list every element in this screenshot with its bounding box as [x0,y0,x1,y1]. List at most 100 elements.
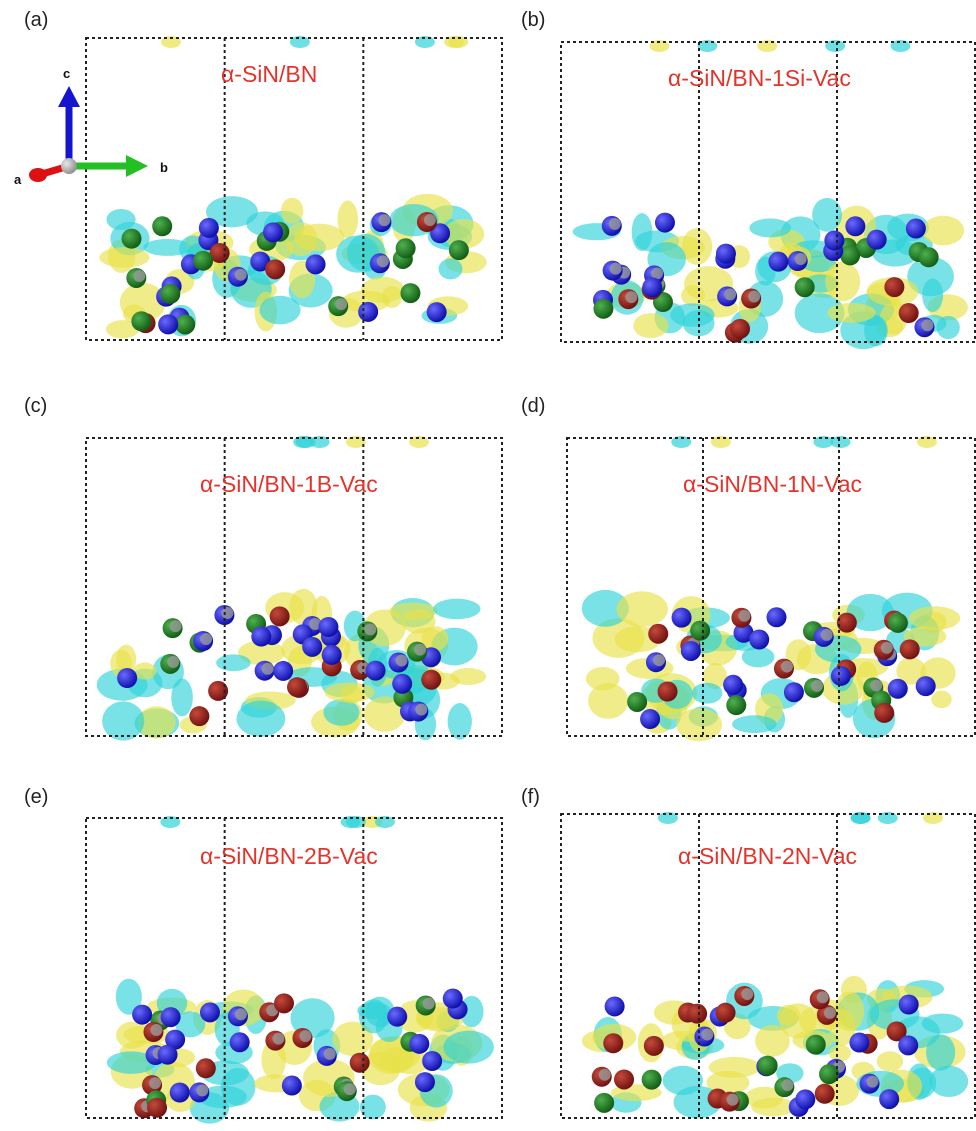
atom [273,660,294,681]
atom-highlight [169,620,182,633]
cell-box [85,817,503,1119]
atom-highlight [794,253,807,266]
panel-label: (f) [521,786,540,808]
atom-highlight [234,1008,247,1021]
atom-highlight [149,1077,162,1090]
atom [733,622,754,643]
atom [641,1069,662,1090]
panel-title: α-SiN/BN-1B-Vac [200,471,378,497]
atom [263,222,284,243]
density-blob [216,654,251,672]
atom [265,259,286,280]
density-blob [931,690,952,709]
atom-highlight [309,617,322,630]
atom [198,217,219,238]
cell-box [85,437,503,737]
atom [414,1072,435,1093]
density-blob [280,197,304,224]
atom [448,240,469,261]
atom [409,1033,430,1054]
atom [768,251,789,272]
density-blob [119,282,166,323]
atom [836,612,857,633]
atom-highlight [395,654,408,667]
density-blob [755,1024,790,1057]
atom [879,1089,900,1110]
atom [147,1097,168,1118]
atom-highlight [133,269,146,282]
atom [849,1032,870,1053]
density-blob [779,1003,817,1039]
density-blob [703,663,727,690]
atom-highlight [741,987,754,1000]
density-blob [929,1065,969,1098]
atom-highlight [167,655,180,668]
density-blob [358,999,389,1034]
axis-label-a: a [14,172,22,187]
atom [421,669,442,690]
density-blob [336,235,380,273]
density-blob [846,593,894,632]
panel-label: (b) [521,9,545,31]
atom [795,1089,816,1110]
atom [794,277,815,298]
atom [604,996,625,1017]
atom-highlight [200,633,213,646]
atom [117,668,138,689]
density-blob [389,602,438,620]
atom-highlight [701,1028,714,1041]
atom [387,1006,408,1027]
atom [898,303,919,324]
atom-highlight [724,288,737,301]
atom-highlight [150,1024,163,1037]
atom [229,1032,250,1053]
density-blob [828,1044,851,1062]
density-blob [459,995,484,1028]
atom [654,212,675,233]
atom [680,640,701,661]
atom [349,1052,370,1073]
density-blob [708,1056,761,1078]
atom [627,691,648,712]
cell-box [85,37,503,341]
atom [886,1021,907,1042]
atom-highlight [598,1068,611,1081]
atom [160,283,181,304]
atom [671,607,692,628]
density-blob [438,258,463,280]
density-blob [99,247,150,268]
panel-title: α-SiN/BN-2N-Vac [678,843,857,869]
density-blob [447,703,472,740]
density-blob [896,657,926,685]
atom [918,247,939,268]
panel-title: α-SiN/BN-2B-Vac [200,843,378,869]
density-blob [102,701,145,741]
panel: (a) α-SiN/BN [24,9,503,341]
density-blob [115,978,142,1015]
density-blob [206,196,258,228]
density-blob [259,295,301,325]
atom [594,1092,615,1113]
atom-highlight [726,1093,739,1106]
atom-highlight [422,997,435,1010]
panel-label: (e) [24,786,48,808]
atom [165,1029,186,1050]
atom [898,1035,919,1056]
density-blob [324,682,375,703]
density-blob [827,302,876,323]
atom [840,245,861,266]
density-blob [433,598,481,620]
atom [395,238,416,259]
atom [392,673,413,694]
atom [898,994,919,1015]
panel-title: α-SiN/BN [221,61,317,87]
atom [269,606,290,627]
density-blob [676,708,723,742]
density-blob [864,315,888,347]
density-blob [691,682,723,704]
density-blob [794,293,845,334]
atom [305,254,326,275]
density-blob [443,219,485,249]
atom [640,709,661,730]
